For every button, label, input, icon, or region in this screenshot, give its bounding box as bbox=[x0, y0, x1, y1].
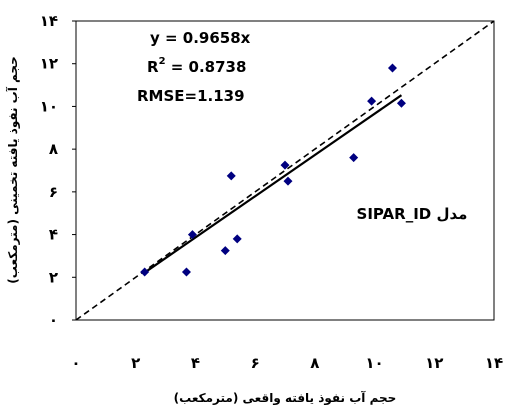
x-tick-label: ۸ bbox=[310, 354, 319, 372]
model-label: مدل SIPAR_ID bbox=[357, 205, 468, 223]
data-point bbox=[349, 153, 359, 163]
rmse-annotation: RMSE=1.139 bbox=[137, 87, 245, 105]
data-point bbox=[140, 267, 150, 277]
data-point bbox=[220, 246, 230, 256]
data-point bbox=[181, 267, 191, 277]
y-tick-label: ۱۲ bbox=[40, 55, 58, 73]
y-axis-label: حجم آب نفوذ یافته تخمینی (مترمکعب) bbox=[5, 56, 21, 283]
y-tick-label: ۱۰ bbox=[40, 97, 58, 115]
x-axis-label: حجم آب نفوذ یافته واقعی (مترمکعب) bbox=[174, 390, 397, 406]
x-tick-label: ۱۰ bbox=[365, 354, 383, 372]
x-tick-label: ۴ bbox=[191, 354, 200, 372]
y-tick-label: ۱۴ bbox=[40, 12, 58, 30]
y-tick-label: ۲ bbox=[49, 268, 58, 286]
y-tick-label: ۸ bbox=[49, 140, 58, 158]
y-tick-label: ۰ bbox=[49, 311, 58, 329]
r2-annotation: R2 = 0.8738 bbox=[147, 56, 246, 76]
data-point bbox=[232, 234, 242, 244]
data-point bbox=[187, 230, 197, 240]
x-tick-label: ۱۲ bbox=[425, 354, 443, 372]
x-tick-label: ۶ bbox=[251, 354, 260, 372]
y-tick-label: ۴ bbox=[49, 226, 58, 244]
data-point bbox=[280, 160, 290, 170]
fit-line bbox=[144, 94, 403, 274]
data-point bbox=[367, 96, 377, 106]
x-tick-label: ۲ bbox=[131, 354, 140, 372]
data-point bbox=[396, 98, 406, 108]
x-tick-label: ۰ bbox=[71, 354, 80, 372]
data-point bbox=[226, 171, 236, 181]
data-point bbox=[387, 63, 397, 73]
data-point bbox=[283, 176, 293, 186]
x-tick-label: ۱۴ bbox=[485, 354, 503, 372]
equation-annotation: y = 0.9658x bbox=[150, 29, 251, 47]
y-tick-label: ۶ bbox=[49, 183, 58, 201]
